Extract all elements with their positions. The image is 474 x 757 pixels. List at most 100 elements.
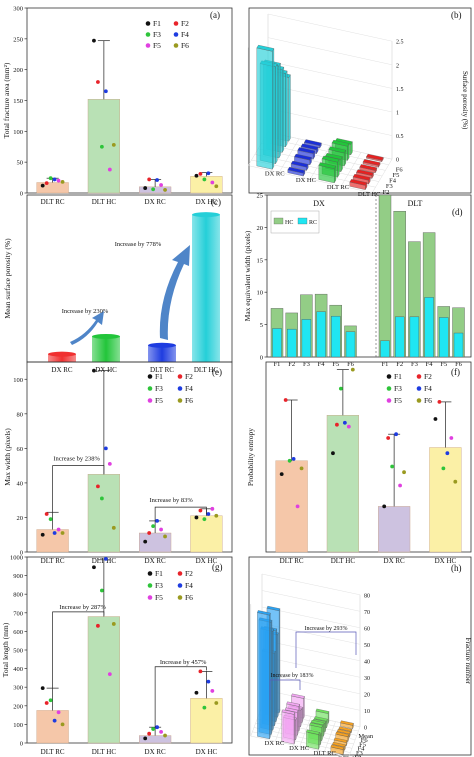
legend-label: F6 xyxy=(424,396,432,405)
x-tick-label: DLT RC xyxy=(41,557,65,565)
y-axis-title: Total length (mm) xyxy=(1,622,10,677)
data-point xyxy=(56,527,61,532)
legend-marker xyxy=(386,386,392,391)
legend-marker xyxy=(145,21,151,26)
data-point xyxy=(92,38,96,43)
legend-marker xyxy=(177,583,183,588)
data-point xyxy=(143,186,148,190)
data-point xyxy=(96,623,100,628)
x-tick-label: F4 xyxy=(318,361,326,368)
bar-top xyxy=(359,164,378,171)
bar3d xyxy=(294,153,312,166)
legend-swatch xyxy=(297,217,308,225)
legend-label: F2 xyxy=(181,19,189,28)
legend-marker xyxy=(147,374,153,379)
increase-bracket xyxy=(52,465,207,521)
data-point xyxy=(202,705,207,710)
y-tick-label: 150 xyxy=(13,98,23,105)
bar-top xyxy=(335,138,353,145)
bar-top xyxy=(366,153,384,161)
x-tick-label: F1 xyxy=(382,361,389,368)
y-tick-label: 400 xyxy=(13,666,23,673)
z-tick-label: 50 xyxy=(364,643,370,649)
legend-marker xyxy=(147,583,153,588)
bar3d-group: 01020304050607080MeanF6F5F4F3F2F1DX RCDX… xyxy=(250,573,472,757)
bar-rc xyxy=(272,328,282,358)
increase-bracket xyxy=(269,631,357,700)
data-point xyxy=(210,689,215,693)
z-tick-label: 1.5 xyxy=(396,87,404,93)
data-point xyxy=(60,180,65,184)
x-tick-label: F3 xyxy=(386,183,393,190)
bar-rc xyxy=(380,340,390,358)
y-axis-title: Max width (pixels) xyxy=(3,428,12,486)
bars xyxy=(36,368,223,553)
bracket xyxy=(269,679,301,700)
data-point xyxy=(163,733,167,738)
bar-top xyxy=(315,708,330,714)
bar-top xyxy=(356,169,374,176)
bar3d xyxy=(359,164,378,174)
arrow xyxy=(70,311,104,345)
data-point xyxy=(143,539,148,544)
bar-face xyxy=(288,74,291,142)
data-point xyxy=(210,506,215,511)
bar xyxy=(190,515,223,553)
data-point xyxy=(433,417,438,421)
data-point xyxy=(111,525,116,530)
bar-rc xyxy=(424,297,434,358)
bar3d xyxy=(281,709,296,745)
bar-top xyxy=(349,179,368,186)
legend-marker xyxy=(173,21,179,26)
legend-marker xyxy=(145,32,151,37)
data-point xyxy=(107,462,112,466)
data-point xyxy=(159,183,163,187)
x-tick-label: DX RC xyxy=(145,198,167,206)
data-point xyxy=(163,188,167,192)
z-tick-label: 30 xyxy=(364,676,370,682)
y-axis-title: Probability entropy xyxy=(246,428,255,486)
legend-label: F3 xyxy=(153,30,161,39)
legend-marker xyxy=(177,571,183,576)
bar-rc xyxy=(409,316,420,358)
legend-marker xyxy=(177,374,183,379)
data-point xyxy=(453,479,458,484)
bar xyxy=(192,214,220,362)
data-point xyxy=(147,731,152,736)
bars xyxy=(48,212,220,362)
grid-line xyxy=(261,573,361,596)
data-point xyxy=(163,534,167,539)
bar3d xyxy=(318,162,337,184)
bar-top xyxy=(340,720,354,726)
data-point xyxy=(350,367,355,372)
y-tick-label: 100 xyxy=(13,377,23,384)
bar-top xyxy=(352,173,371,181)
data-point xyxy=(194,173,199,178)
z-tick-label: 60 xyxy=(364,626,370,632)
x-tick-label: DLT RC xyxy=(280,557,304,565)
y-tick-label: 25 xyxy=(257,193,264,200)
legend-label: F2 xyxy=(185,372,193,381)
bar xyxy=(326,415,359,553)
legend-marker xyxy=(147,386,153,391)
grid-line xyxy=(267,13,393,42)
y-tick-label: 200 xyxy=(13,67,23,74)
y-tick-label: 0 xyxy=(20,550,23,557)
legend-marker xyxy=(147,398,153,403)
bar3d xyxy=(340,720,354,729)
x-tick-label: F5 xyxy=(359,741,366,748)
x-tick-label: DX HC xyxy=(196,557,218,565)
x-tick-label: DLT RC xyxy=(41,198,65,206)
z-tick-label: 10 xyxy=(364,709,370,715)
legend-marker xyxy=(147,595,153,600)
data-point xyxy=(52,177,57,182)
bar xyxy=(48,354,76,362)
data-point xyxy=(99,588,104,593)
bar3d xyxy=(256,44,275,170)
y-tick-label: 500 xyxy=(13,648,23,655)
bars xyxy=(275,367,462,553)
legend-label: F1 xyxy=(394,372,402,381)
z-tick-label: 20 xyxy=(364,692,370,698)
panel-letter: (c) xyxy=(211,197,221,207)
